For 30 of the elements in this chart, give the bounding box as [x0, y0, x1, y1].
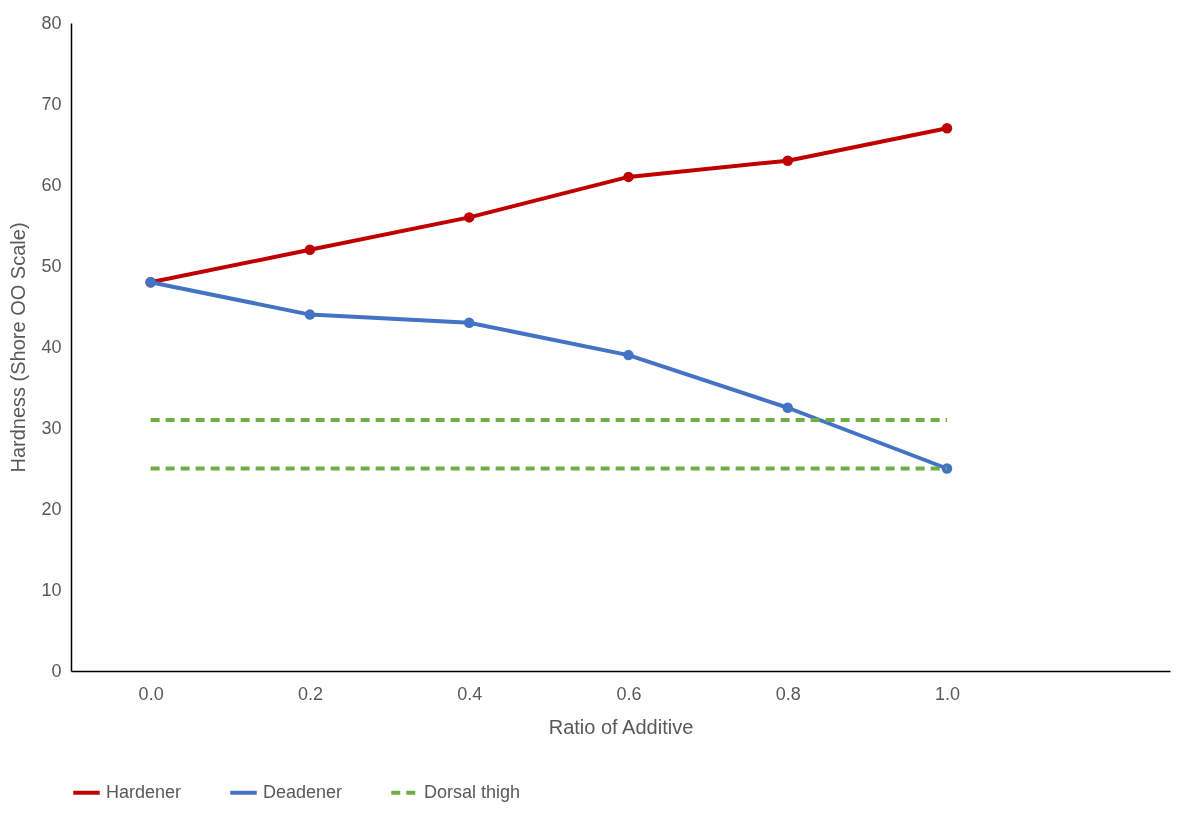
- y-tick-label: 10: [41, 579, 62, 600]
- y-tick-label: 0: [51, 660, 62, 681]
- y-axis-title: Hardness (Shore OO Scale): [7, 222, 30, 473]
- x-tick-label: 1.0: [935, 683, 961, 704]
- legend-label: Dorsal thigh: [424, 781, 521, 802]
- legend-label: Hardener: [106, 781, 182, 802]
- point: [782, 402, 793, 413]
- y-tick-label: 40: [41, 336, 62, 357]
- point: [304, 309, 316, 320]
- y-tick-label: 60: [41, 174, 62, 195]
- y-tick-label: 30: [41, 417, 62, 438]
- y-tick-label: 50: [41, 255, 62, 276]
- y-tick-label: 70: [41, 93, 62, 114]
- point: [782, 155, 793, 166]
- point: [941, 123, 953, 134]
- y-tick-label: 20: [41, 498, 62, 519]
- x-tick-label: 0.8: [775, 683, 801, 704]
- x-tick-label: 0.0: [138, 683, 164, 704]
- point: [623, 171, 634, 183]
- point: [623, 349, 634, 361]
- x-axis-title: Ratio of Additive: [548, 715, 694, 738]
- x-tick-label: 0.6: [616, 683, 642, 704]
- point: [463, 317, 475, 328]
- x-tick-label: 0.4: [457, 683, 483, 704]
- y-tick-label: 80: [41, 12, 62, 33]
- point: [304, 244, 316, 256]
- point: [941, 463, 953, 474]
- x-tick-label: 0.2: [297, 683, 323, 704]
- point: [463, 212, 475, 223]
- legend-label: Deadener: [263, 781, 343, 802]
